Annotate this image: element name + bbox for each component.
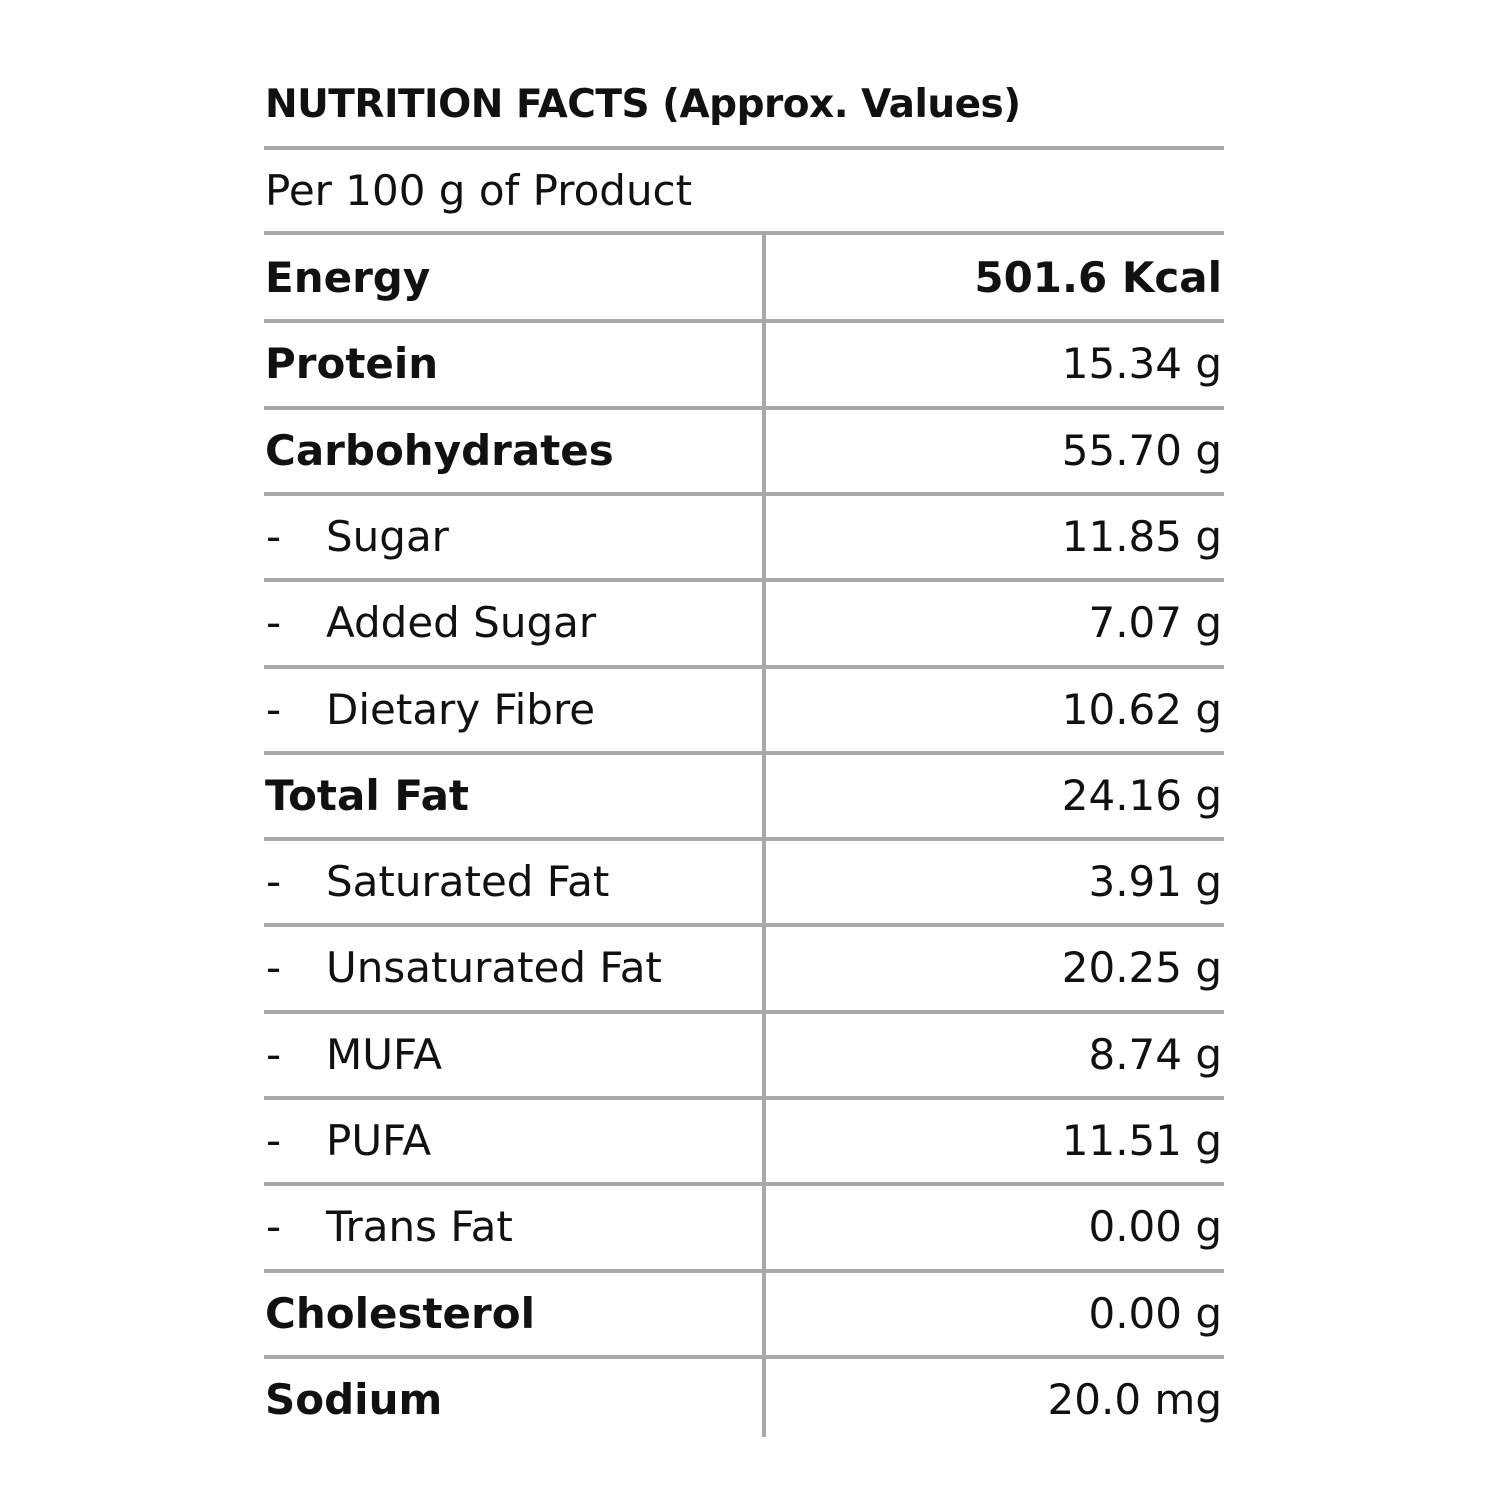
- row-value: 0.00 g: [1088, 1288, 1222, 1338]
- divider: [264, 231, 1224, 235]
- row-label: Trans Fat: [326, 1202, 513, 1252]
- row-value: 3.91 g: [1088, 857, 1222, 907]
- row-label: Total Fat: [265, 770, 470, 820]
- row-label: MUFA: [326, 1029, 443, 1079]
- row-value: 20.25 g: [1061, 943, 1222, 993]
- row-label: Saturated Fat: [326, 857, 610, 907]
- row-prefix: -: [266, 943, 282, 993]
- divider: [264, 146, 1224, 150]
- row-value: 11.51 g: [1061, 1116, 1222, 1165]
- row-divider: [264, 664, 1224, 669]
- row-value: 8.74 g: [1088, 1029, 1222, 1079]
- row-label: Added Sugar: [326, 598, 597, 648]
- subtitle: Per 100 g of Product: [265, 166, 693, 215]
- row-divider: [264, 750, 1224, 755]
- row-value: 7.07 g: [1088, 598, 1222, 648]
- row-divider: [264, 405, 1224, 410]
- row-divider: [264, 1182, 1224, 1187]
- row-divider: [264, 837, 1224, 842]
- row-divider: [264, 491, 1224, 496]
- row-label: Carbohydrates: [265, 425, 614, 475]
- row-divider: [264, 1096, 1224, 1100]
- row-value: 20.0 mg: [1047, 1374, 1222, 1424]
- row-value: 11.85 g: [1061, 511, 1222, 561]
- row-label: Dietary Fibre: [326, 684, 596, 734]
- row-prefix: -: [266, 857, 282, 907]
- row-value: 15.34 g: [1061, 339, 1222, 389]
- title: NUTRITION FACTS (Approx. Values): [265, 82, 1021, 127]
- row-label: Unsaturated Fat: [326, 943, 662, 993]
- row-divider: [264, 319, 1224, 324]
- row-prefix: -: [266, 598, 282, 648]
- row-prefix: -: [266, 1116, 282, 1165]
- row-label: PUFA: [326, 1116, 432, 1165]
- column-divider: [762, 235, 766, 1438]
- row-divider: [264, 1354, 1224, 1359]
- row-prefix: -: [266, 1202, 282, 1252]
- row-divider: [264, 1009, 1224, 1014]
- row-value: 0.00 g: [1088, 1202, 1222, 1252]
- row-divider: [264, 923, 1224, 928]
- row-label: Sodium: [265, 1374, 443, 1424]
- row-prefix: -: [266, 684, 282, 734]
- row-label: Energy: [265, 253, 431, 302]
- row-value: 501.6 Kcal: [974, 253, 1222, 302]
- row-value: 10.62 g: [1061, 684, 1222, 734]
- row-value: 24.16 g: [1061, 770, 1222, 820]
- row-label: Protein: [265, 339, 439, 389]
- row-prefix: -: [266, 1029, 282, 1079]
- row-divider: [264, 1268, 1224, 1273]
- row-label: Cholesterol: [265, 1288, 535, 1338]
- row-label: Sugar: [326, 511, 449, 561]
- row-divider: [264, 578, 1224, 583]
- row-prefix: -: [266, 511, 282, 561]
- row-value: 55.70 g: [1061, 425, 1222, 475]
